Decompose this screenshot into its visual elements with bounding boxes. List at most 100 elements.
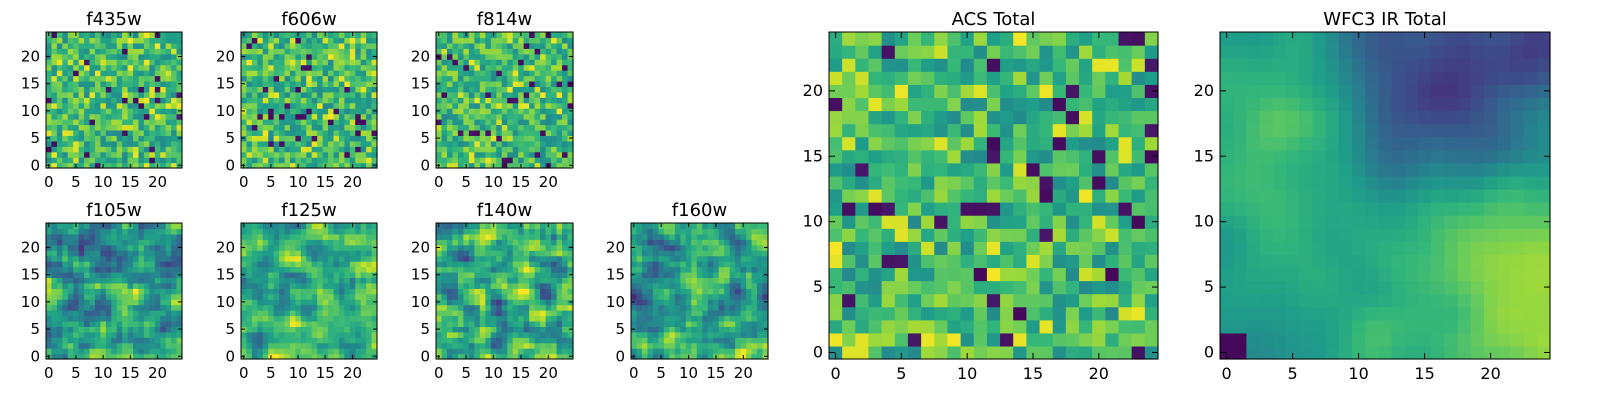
- heatmap-cell: [512, 348, 519, 355]
- heatmap-cell: [474, 288, 481, 295]
- heatmap-cell: [111, 53, 118, 60]
- heatmap-cell: [284, 75, 291, 82]
- y-tick-label: 5: [225, 320, 235, 338]
- heatmap-cell: [1052, 254, 1067, 269]
- heatmap-cell: [160, 271, 167, 278]
- heatmap-cell: [154, 326, 161, 333]
- heatmap-cell: [647, 223, 654, 230]
- heatmap-cell: [311, 86, 318, 93]
- heatmap-cell: [729, 239, 736, 246]
- heatmap-cell: [67, 326, 74, 333]
- y-tick-label: 15: [411, 75, 430, 93]
- heatmap-cell: [295, 80, 302, 87]
- heatmap-cell: [468, 315, 475, 322]
- heatmap-cell: [295, 233, 302, 240]
- heatmap-cell: [540, 75, 547, 82]
- heatmap-cell: [556, 37, 563, 44]
- heatmap-cell: [868, 162, 883, 177]
- heatmap-cell: [696, 304, 703, 311]
- heatmap-cell: [67, 244, 74, 251]
- heatmap-cell: [474, 162, 481, 169]
- heatmap-cell: [740, 326, 747, 333]
- heatmap-cell: [658, 261, 665, 268]
- heatmap-cell: [149, 277, 156, 284]
- heatmap-cell: [636, 282, 643, 289]
- heatmap-cell: [78, 233, 85, 240]
- heatmap-cell: [702, 271, 709, 278]
- heatmap-cell: [479, 271, 486, 278]
- heatmap-cell: [262, 42, 269, 49]
- heatmap-cell: [441, 282, 448, 289]
- heatmap-cell: [762, 304, 769, 311]
- heatmap-cell: [300, 261, 307, 268]
- heatmap-cell: [78, 102, 85, 109]
- heatmap-cell: [366, 233, 373, 240]
- heatmap-cell: [289, 75, 296, 82]
- heatmap-cell: [154, 315, 161, 322]
- heatmap-cell: [631, 288, 638, 295]
- heatmap-cell: [306, 271, 313, 278]
- heatmap-cell: [133, 75, 140, 82]
- heatmap-cell: [762, 331, 769, 338]
- heatmap-cell: [94, 146, 101, 153]
- heatmap-cell: [355, 244, 362, 251]
- heatmap-cell: [338, 233, 345, 240]
- heatmap-cell: [523, 70, 530, 77]
- heatmap-cell: [1105, 215, 1120, 229]
- heatmap-cell: [94, 277, 101, 284]
- heatmap-cell: [523, 233, 530, 240]
- heatmap-cell: [73, 277, 80, 284]
- heatmap-cell: [652, 353, 659, 360]
- heatmap-cell: [62, 59, 69, 66]
- heatmap-cell: [680, 271, 687, 278]
- heatmap-cell: [518, 59, 525, 66]
- heatmap-cell: [122, 271, 129, 278]
- heatmap-cell: [338, 80, 345, 87]
- heatmap-cell: [441, 157, 448, 164]
- heatmap-cell: [344, 331, 351, 338]
- heatmap-cell: [89, 146, 96, 153]
- heatmap-cell: [518, 108, 525, 115]
- heatmap-cell: [165, 32, 172, 39]
- heatmap-cell: [485, 135, 492, 142]
- heatmap-cell: [100, 315, 107, 322]
- heatmap-cell: [529, 151, 536, 158]
- heatmap-cell: [855, 188, 870, 203]
- heatmap-cell: [540, 250, 547, 257]
- heatmap-cell: [567, 261, 574, 268]
- heatmap-cell: [171, 135, 178, 142]
- heatmap-cell: [534, 42, 541, 49]
- heatmap-cell: [1092, 332, 1106, 347]
- heatmap-cell: [479, 337, 486, 344]
- heatmap-cell: [512, 320, 519, 327]
- heatmap-cell: [366, 119, 373, 126]
- heatmap-cell: [133, 282, 140, 289]
- heatmap-cell: [474, 37, 481, 44]
- heatmap-cell: [176, 42, 183, 49]
- heatmap-cell: [545, 102, 552, 109]
- heatmap-cell: [556, 304, 563, 311]
- heatmap-cell: [735, 282, 742, 289]
- heatmap-cell: [501, 48, 508, 55]
- heatmap-cell: [529, 32, 536, 39]
- heatmap-cell: [246, 119, 253, 126]
- heatmap-cell: [251, 48, 258, 55]
- heatmap-cell: [1065, 241, 1080, 255]
- heatmap-cell: [567, 37, 574, 44]
- heatmap-cell: [116, 59, 123, 66]
- heatmap-cell: [562, 233, 569, 240]
- heatmap-cell: [116, 91, 123, 98]
- heatmap-cell: [176, 266, 183, 273]
- heatmap-cell: [143, 32, 150, 39]
- heatmap-cell: [100, 239, 107, 246]
- heatmap-cell: [78, 146, 85, 153]
- heatmap-cell: [724, 261, 731, 268]
- heatmap-cell: [241, 48, 248, 55]
- heatmap-cell: [718, 271, 725, 278]
- heatmap-cell: [322, 348, 329, 355]
- heatmap-cell: [507, 97, 514, 104]
- heatmap-cell: [138, 102, 145, 109]
- heatmap-cell: [241, 113, 248, 120]
- heatmap-cell: [556, 86, 563, 93]
